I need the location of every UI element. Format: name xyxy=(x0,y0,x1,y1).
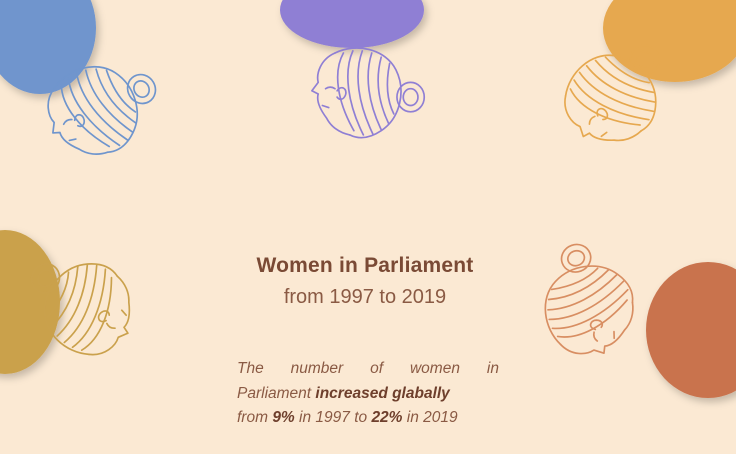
blob-terracotta xyxy=(646,262,736,398)
blob-mustard xyxy=(0,230,60,374)
blob-purple xyxy=(280,0,424,48)
text-part: from xyxy=(237,409,268,426)
woman-head-purple-icon xyxy=(311,47,426,139)
description: The number of women in Parliament increa… xyxy=(237,357,499,431)
stat-2019: 22% xyxy=(371,409,403,426)
description-line-1: The number of women in xyxy=(237,357,499,382)
woman-head-terracotta-icon xyxy=(524,230,649,369)
stat-1997: 9% xyxy=(272,409,295,426)
word: women xyxy=(409,360,460,377)
word: in xyxy=(486,360,499,377)
description-line-2: Parliament increased glabally xyxy=(237,382,499,407)
text-part: Parliament xyxy=(237,384,312,402)
text-part: in 2019 xyxy=(406,409,458,426)
highlight-text: increased glabally xyxy=(315,384,450,402)
blob-blue xyxy=(0,0,96,94)
page-title: Women in Parliament xyxy=(256,254,474,277)
word: of xyxy=(370,360,384,377)
word: The xyxy=(237,360,264,377)
page-subtitle: from 1997 to 2019 xyxy=(283,286,447,308)
word: number xyxy=(290,360,344,377)
description-line-3: from 9% in 1997 to 22% in 2019 xyxy=(237,406,499,431)
text-part: in 1997 to xyxy=(299,409,368,426)
blob-orange xyxy=(603,0,736,82)
